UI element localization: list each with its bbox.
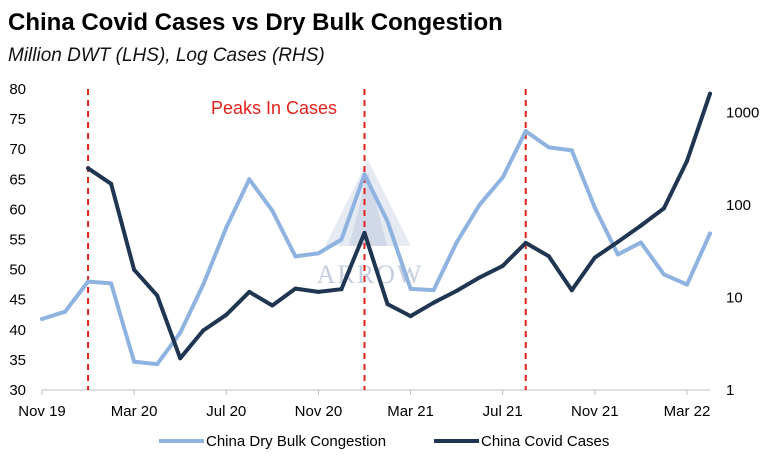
data-point-congestion xyxy=(316,251,321,256)
x-tick-label: Jul 20 xyxy=(206,403,246,420)
y-left-tick-label: 80 xyxy=(9,81,26,98)
data-point-covid xyxy=(685,159,689,163)
y-left-tick-label: 70 xyxy=(9,141,26,158)
y-right-tick-label: 100 xyxy=(726,197,751,214)
data-point-congestion xyxy=(40,317,44,321)
y-left-tick-label: 65 xyxy=(9,171,26,188)
data-point-congestion xyxy=(362,172,367,177)
data-point-congestion xyxy=(708,231,712,236)
data-point-covid xyxy=(316,289,321,294)
data-point-congestion xyxy=(385,219,390,224)
data-point-congestion xyxy=(454,240,459,245)
y-left-tick-label: 35 xyxy=(9,352,26,369)
data-point-covid xyxy=(109,181,114,186)
data-point-covid xyxy=(431,300,436,305)
y-left-tick-label: 50 xyxy=(9,262,26,279)
x-tick-label: Nov 21 xyxy=(571,403,619,420)
chart-title: China Covid Cases vs Dry Bulk Congestion xyxy=(8,9,503,36)
data-point-covid xyxy=(408,314,413,319)
data-point-covid xyxy=(86,166,91,171)
y-left-tick-label: 75 xyxy=(9,111,26,128)
data-point-congestion xyxy=(615,252,620,257)
data-point-congestion xyxy=(661,272,666,277)
data-point-congestion xyxy=(132,359,137,364)
data-point-congestion xyxy=(63,309,67,314)
data-point-congestion xyxy=(247,177,252,182)
data-point-covid xyxy=(477,275,482,280)
data-point-covid xyxy=(523,240,528,245)
data-point-covid xyxy=(569,288,574,293)
data-point-congestion xyxy=(523,129,528,134)
series-line-covid xyxy=(86,91,712,361)
data-point-congestion xyxy=(155,362,160,367)
data-point-covid xyxy=(293,286,298,291)
y-left-tick-label: 45 xyxy=(9,292,26,309)
data-point-covid xyxy=(362,230,367,235)
data-point-congestion xyxy=(685,282,689,287)
axes: 30 35 40 45 50 55 60 65 70 75 80 1 10 100 1000 Nov 19 Ma… xyxy=(9,81,759,420)
data-point-congestion xyxy=(201,282,206,287)
data-point-covid xyxy=(201,328,206,333)
data-point-congestion xyxy=(224,225,229,230)
y-right-tick-label: 1000 xyxy=(726,105,759,122)
data-point-congestion xyxy=(500,175,505,180)
data-point-congestion xyxy=(178,330,183,335)
y-left-tick-label: 55 xyxy=(9,232,26,249)
x-tick-label: Jul 21 xyxy=(483,403,523,420)
x-tick-label: Mar 20 xyxy=(111,403,158,420)
data-point-congestion xyxy=(109,281,114,286)
data-point-congestion xyxy=(569,148,574,153)
y-left-tick-label: 60 xyxy=(9,201,26,218)
data-point-covid xyxy=(546,254,551,259)
data-point-covid xyxy=(339,287,344,292)
data-point-covid xyxy=(224,312,229,317)
data-point-covid xyxy=(247,289,252,294)
y-left-tick-label: 30 xyxy=(9,382,26,399)
x-tick-label: Nov 19 xyxy=(18,403,66,420)
x-tick-label: Mar 22 xyxy=(664,403,711,420)
data-point-covid xyxy=(638,223,643,228)
x-tick-label: Mar 21 xyxy=(387,403,434,420)
data-point-congestion xyxy=(592,205,597,210)
data-point-congestion xyxy=(431,288,436,293)
watermark: ARROW xyxy=(317,160,421,289)
y-right-tick-label: 10 xyxy=(726,290,743,307)
peaks-annotation: Peaks In Cases xyxy=(211,98,337,118)
data-point-covid xyxy=(454,288,459,293)
data-point-congestion xyxy=(638,240,643,245)
chart-subtitle: Million DWT (LHS), Log Cases (RHS) xyxy=(8,45,325,66)
y-left-tick-label: 40 xyxy=(9,322,26,339)
legend: China Dry Bulk Congestion China Covid Ca… xyxy=(159,433,609,450)
data-point-covid xyxy=(178,356,183,361)
series-lines xyxy=(40,91,712,367)
data-point-congestion xyxy=(408,286,413,291)
legend-label-covid: China Covid Cases xyxy=(481,433,609,450)
data-point-covid xyxy=(661,206,666,211)
data-point-congestion xyxy=(477,202,482,207)
data-point-congestion xyxy=(86,279,91,284)
series-line-congestion xyxy=(40,129,712,367)
data-point-congestion xyxy=(339,237,344,242)
y-right-tick-label: 1 xyxy=(726,382,734,399)
watermark-logo-inner xyxy=(349,172,387,246)
data-point-covid xyxy=(132,267,137,272)
data-point-covid xyxy=(270,303,275,308)
legend-label-congestion: China Dry Bulk Congestion xyxy=(206,433,386,450)
data-point-covid xyxy=(385,302,390,307)
data-point-covid xyxy=(500,263,505,268)
data-point-congestion xyxy=(270,208,275,213)
data-point-covid xyxy=(155,293,160,298)
data-point-congestion xyxy=(293,254,298,259)
data-point-covid xyxy=(708,91,712,96)
data-point-covid xyxy=(592,255,597,260)
data-point-congestion xyxy=(546,145,551,150)
x-tick-label: Nov 20 xyxy=(295,403,343,420)
data-point-covid xyxy=(615,239,620,244)
